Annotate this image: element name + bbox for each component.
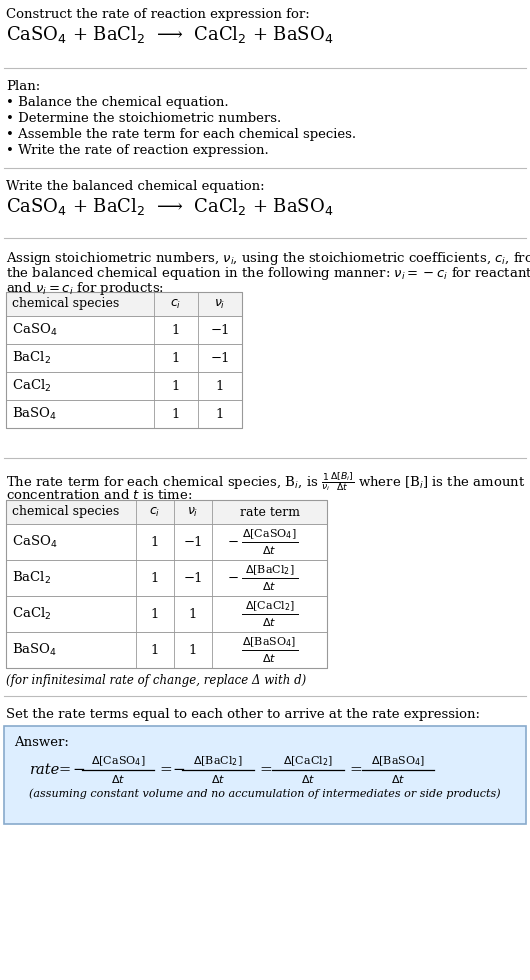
Text: $\Delta t$: $\Delta t$ xyxy=(301,773,315,785)
Text: $\Delta t$: $\Delta t$ xyxy=(262,652,277,664)
Text: −: − xyxy=(72,763,85,777)
Text: $\nu_i$: $\nu_i$ xyxy=(214,298,226,311)
Text: 1: 1 xyxy=(151,535,159,549)
Bar xyxy=(6,292,242,428)
Text: chemical species: chemical species xyxy=(12,506,119,518)
Text: BaSO$_4$: BaSO$_4$ xyxy=(12,642,57,658)
Text: 1: 1 xyxy=(172,408,180,420)
Text: 1: 1 xyxy=(189,608,197,620)
Bar xyxy=(6,500,327,668)
Text: Answer:: Answer: xyxy=(14,736,69,749)
Text: 1: 1 xyxy=(172,352,180,365)
Text: −1: −1 xyxy=(183,535,203,549)
Text: $\Delta t$: $\Delta t$ xyxy=(262,580,277,592)
Text: rate: rate xyxy=(30,763,60,777)
Text: The rate term for each chemical species, B$_i$, is $\frac{1}{\nu_i}\frac{\Delta[: The rate term for each chemical species,… xyxy=(6,470,525,493)
Bar xyxy=(6,344,242,372)
Text: 1: 1 xyxy=(151,644,159,657)
Text: and $\nu_i = c_i$ for products:: and $\nu_i = c_i$ for products: xyxy=(6,280,164,297)
Text: $\Delta$[CaSO$_4$]: $\Delta$[CaSO$_4$] xyxy=(242,527,297,541)
Text: 1: 1 xyxy=(216,408,224,420)
Text: Assign stoichiometric numbers, $\nu_i$, using the stoichiometric coefficients, $: Assign stoichiometric numbers, $\nu_i$, … xyxy=(6,250,530,267)
Text: rate term: rate term xyxy=(240,506,299,518)
Bar xyxy=(6,316,242,344)
Text: CaSO$_4$ + BaCl$_2$  ⟶  CaCl$_2$ + BaSO$_4$: CaSO$_4$ + BaCl$_2$ ⟶ CaCl$_2$ + BaSO$_4… xyxy=(6,24,333,45)
Text: $\Delta$[CaSO$_4$]: $\Delta$[CaSO$_4$] xyxy=(91,755,145,767)
Text: CaSO$_4$ + BaCl$_2$  ⟶  CaCl$_2$ + BaSO$_4$: CaSO$_4$ + BaCl$_2$ ⟶ CaCl$_2$ + BaSO$_4… xyxy=(6,196,333,217)
Text: $\Delta t$: $\Delta t$ xyxy=(262,616,277,628)
Text: =: = xyxy=(58,763,70,777)
Text: concentration and $t$ is time:: concentration and $t$ is time: xyxy=(6,488,192,502)
Text: =: = xyxy=(259,763,272,777)
Bar xyxy=(6,560,327,596)
Text: $\Delta$[CaCl$_2$]: $\Delta$[CaCl$_2$] xyxy=(283,755,333,767)
Text: $\Delta$[BaSO$_4$]: $\Delta$[BaSO$_4$] xyxy=(371,755,425,767)
Text: Write the balanced chemical equation:: Write the balanced chemical equation: xyxy=(6,180,264,193)
Text: $\Delta t$: $\Delta t$ xyxy=(211,773,225,785)
Text: Set the rate terms equal to each other to arrive at the rate expression:: Set the rate terms equal to each other t… xyxy=(6,708,480,721)
Text: Construct the rate of reaction expression for:: Construct the rate of reaction expressio… xyxy=(6,8,310,21)
Text: 1: 1 xyxy=(189,644,197,657)
Text: BaSO$_4$: BaSO$_4$ xyxy=(12,406,57,422)
Text: =: = xyxy=(349,763,362,777)
Text: −1: −1 xyxy=(210,352,229,365)
Text: 1: 1 xyxy=(151,571,159,584)
Text: $\Delta$[BaCl$_2$]: $\Delta$[BaCl$_2$] xyxy=(193,755,243,767)
Text: $\Delta t$: $\Delta t$ xyxy=(262,544,277,556)
Text: CaSO$_4$: CaSO$_4$ xyxy=(12,322,57,338)
Text: • Write the rate of reaction expression.: • Write the rate of reaction expression. xyxy=(6,144,269,157)
Text: CaCl$_2$: CaCl$_2$ xyxy=(12,606,51,622)
Text: BaCl$_2$: BaCl$_2$ xyxy=(12,350,51,367)
Bar xyxy=(6,372,242,400)
Text: 1: 1 xyxy=(151,608,159,620)
Text: $c_i$: $c_i$ xyxy=(170,298,182,311)
Text: CaSO$_4$: CaSO$_4$ xyxy=(12,534,57,550)
Text: • Determine the stoichiometric numbers.: • Determine the stoichiometric numbers. xyxy=(6,112,281,125)
Text: (for infinitesimal rate of change, replace Δ with d): (for infinitesimal rate of change, repla… xyxy=(6,674,306,687)
Text: CaCl$_2$: CaCl$_2$ xyxy=(12,378,51,394)
Text: the balanced chemical equation in the following manner: $\nu_i = -c_i$ for react: the balanced chemical equation in the fo… xyxy=(6,265,530,282)
Text: −: − xyxy=(227,535,238,549)
Text: Plan:: Plan: xyxy=(6,80,40,93)
Text: BaCl$_2$: BaCl$_2$ xyxy=(12,570,51,586)
Text: $\nu_i$: $\nu_i$ xyxy=(187,506,199,518)
Text: 1: 1 xyxy=(172,323,180,336)
Text: $\Delta$[BaCl$_2$]: $\Delta$[BaCl$_2$] xyxy=(245,564,294,577)
Text: 1: 1 xyxy=(216,379,224,393)
Text: $\Delta t$: $\Delta t$ xyxy=(111,773,125,785)
Text: −: − xyxy=(172,763,185,777)
Bar xyxy=(6,632,327,668)
Text: $c_i$: $c_i$ xyxy=(149,506,161,518)
Text: • Balance the chemical equation.: • Balance the chemical equation. xyxy=(6,96,228,109)
Text: −1: −1 xyxy=(183,571,203,584)
Text: chemical species: chemical species xyxy=(12,298,119,311)
Bar xyxy=(4,726,526,824)
Text: $\Delta t$: $\Delta t$ xyxy=(391,773,405,785)
Bar xyxy=(6,400,242,428)
Bar xyxy=(6,292,242,316)
Bar xyxy=(6,596,327,632)
Text: (assuming constant volume and no accumulation of intermediates or side products): (assuming constant volume and no accumul… xyxy=(29,788,501,799)
Text: 1: 1 xyxy=(172,379,180,393)
Text: −1: −1 xyxy=(210,323,229,336)
Text: −: − xyxy=(227,571,238,584)
Text: $\Delta$[BaSO$_4$]: $\Delta$[BaSO$_4$] xyxy=(242,635,297,649)
Bar xyxy=(6,524,327,560)
Text: • Assemble the rate term for each chemical species.: • Assemble the rate term for each chemic… xyxy=(6,128,356,141)
Bar xyxy=(6,500,327,524)
Text: =: = xyxy=(159,763,172,777)
Text: $\Delta$[CaCl$_2$]: $\Delta$[CaCl$_2$] xyxy=(244,599,295,612)
